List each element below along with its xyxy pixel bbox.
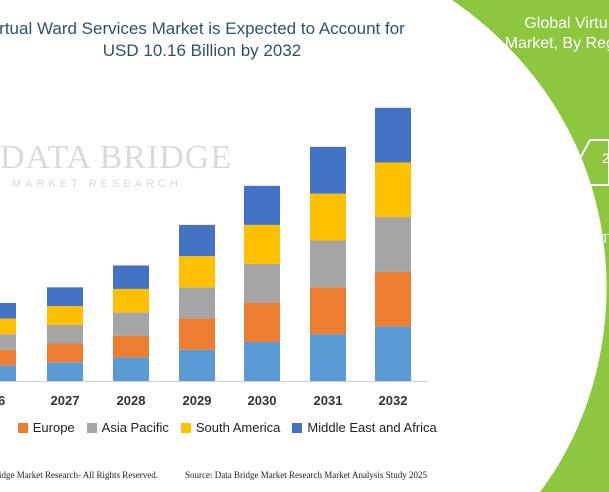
bar-segment-2027-4 (47, 287, 83, 307)
bar-segment-2030-1 (244, 302, 280, 342)
copyright-note: ridge Market Research- All Rights Reserv… (0, 470, 158, 480)
bar-segment-2031-4 (310, 146, 346, 194)
bar-segment-26-1 (0, 349, 16, 366)
bar-segment-2029-1 (179, 318, 215, 350)
chart-title: rtual Ward Services Market is Expected t… (0, 18, 412, 62)
x-tick-label: 2031 (314, 393, 343, 408)
legend-label: Europe (32, 420, 75, 435)
legend-label: Asia Pacific (101, 420, 169, 435)
bar-segment-2032-2 (375, 217, 411, 272)
side-panel-title-line-2: Market, By Regio (504, 35, 609, 52)
side-panel-label: DAT (584, 231, 609, 246)
bar-segment-2030-3 (244, 224, 280, 264)
bar-segment-2032-3 (375, 162, 411, 218)
x-tick-label: 2027 (51, 393, 80, 408)
bar-segment-2029-0 (179, 349, 215, 381)
hexagon-value: 2 (602, 150, 609, 166)
bar-segment-2028-3 (113, 288, 149, 313)
x-tick-label: 2029 (183, 393, 212, 408)
x-tick-label: 2032 (379, 393, 408, 408)
legend-item: ca (0, 421, 6, 436)
bar-segment-2027-1 (47, 343, 83, 363)
bar-segment-26-0 (0, 365, 16, 381)
legend-label: South America (195, 420, 281, 435)
bar-segment-2032-0 (375, 326, 411, 381)
bar-segment-2032-1 (375, 271, 411, 327)
x-tick-label: 2030 (248, 393, 277, 408)
bar-segment-2028-0 (113, 357, 149, 381)
bar-segment-2030-2 (244, 263, 280, 303)
watermark: DATA BRIDGE MARKET RESEARCH (0, 138, 232, 190)
bar-segment-2028-4 (113, 265, 149, 289)
bar-segment-2030-0 (244, 341, 280, 381)
legend-item: Europe (17, 420, 75, 435)
legend-swatch (180, 422, 191, 433)
bar-segment-2029-2 (179, 287, 215, 319)
legend-swatch (292, 422, 303, 433)
bar-segment-26-2 (0, 334, 16, 350)
bar-segment-26-4 (0, 302, 16, 319)
bar-segment-2027-0 (47, 362, 83, 381)
bar-segment-2030-4 (244, 185, 280, 225)
bar-segment-2027-2 (47, 324, 83, 344)
hexagon-icon (576, 139, 609, 186)
bar-segment-2031-2 (310, 240, 346, 288)
side-panel-background (452, 0, 609, 492)
bar-segment-2031-0 (310, 334, 346, 381)
x-tick-label: 2028 (117, 393, 146, 408)
bar-segment-2028-2 (113, 312, 149, 336)
legend-item: South America (180, 420, 281, 435)
x-tick-label: 26 (0, 393, 5, 408)
bar-segment-2029-4 (179, 224, 215, 257)
side-panel-title-line-1: Global Virtu (524, 15, 608, 32)
chart-legend: ca Europe Asia Pacific South America Middle … (0, 420, 449, 436)
legend-swatch (17, 422, 28, 433)
legend-item: Asia Pacific (86, 420, 169, 435)
bar-segment-2031-3 (310, 193, 346, 241)
bar-segment-26-3 (0, 318, 16, 335)
watermark-line-1: DATA BRIDGE (0, 139, 233, 176)
bar-segment-2027-3 (47, 306, 83, 325)
legend-label: Middle East and Africa (307, 420, 437, 435)
watermark-line-2: MARKET RESEARCH (12, 178, 182, 190)
legend-swatch (86, 422, 97, 433)
source-note: Source: Data Bridge Market Research Mark… (185, 470, 427, 480)
legend-item: Middle East and Africa (292, 420, 437, 435)
side-panel-title: Global Virtu Market, By Regio (486, 14, 609, 54)
chart-title-line-1: rtual Ward Services Market is Expected t… (0, 19, 405, 38)
bar-segment-2031-1 (310, 287, 346, 335)
bar-segment-2028-1 (113, 335, 149, 358)
chart-title-line-2: USD 10.16 Billion by 2032 (102, 41, 302, 60)
bar-segment-2029-3 (179, 256, 215, 288)
bar-segment-2032-4 (375, 107, 411, 163)
